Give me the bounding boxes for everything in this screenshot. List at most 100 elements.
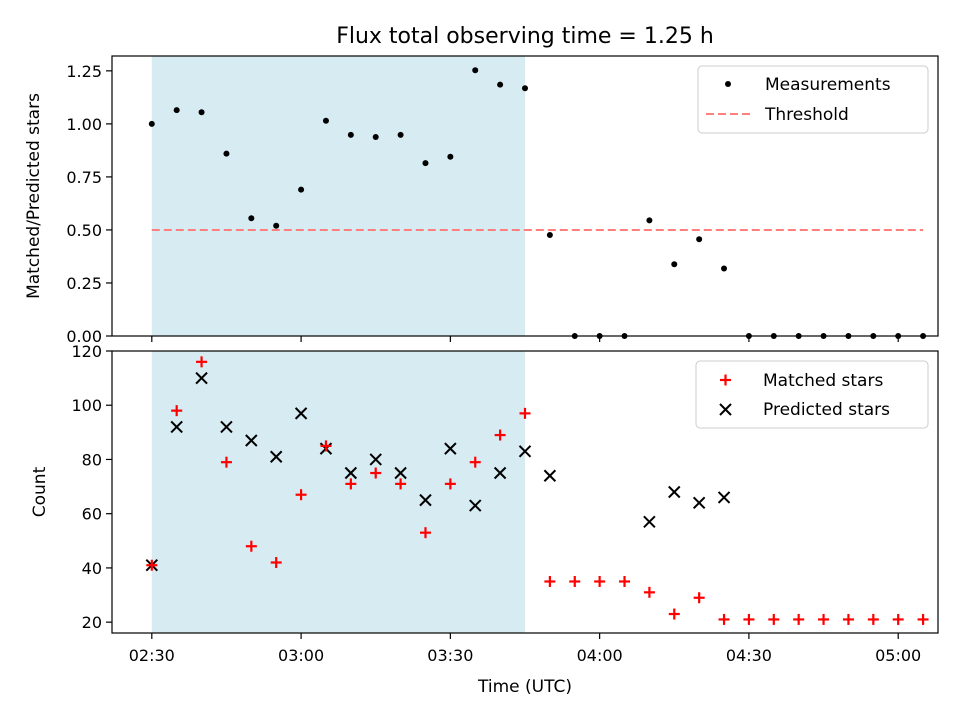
legend-predicted-symbol xyxy=(719,403,732,416)
bottom-y-tick-label: 60 xyxy=(82,505,102,524)
matched-stars-point xyxy=(494,429,506,441)
measurement-point xyxy=(198,109,205,116)
bottom-y-tick-label: 20 xyxy=(82,613,102,632)
matched-stars-point xyxy=(419,527,431,539)
bottom-legend-box xyxy=(695,360,929,429)
matched-stars-point xyxy=(718,613,730,625)
legend-threshold-label: Threshold xyxy=(764,105,849,125)
measurement-point xyxy=(497,81,504,88)
matched-stars-point xyxy=(469,456,481,468)
top-y-tick-label: 0.00 xyxy=(66,327,102,346)
bottom-x-ticks: 02:30 03:00 03:30 04:00 04:30 05:00 xyxy=(129,633,921,665)
predicted-stars-point xyxy=(220,420,233,434)
top-marks xyxy=(148,67,927,339)
matched-stars-point xyxy=(867,613,879,625)
x-tick-label: 04:30 xyxy=(726,646,772,665)
bottom-axes-frame xyxy=(111,350,939,634)
bottom-highlight-span xyxy=(151,351,525,633)
predicted-stars-point xyxy=(692,496,706,510)
measurement-point xyxy=(397,131,404,138)
bottom-y-ticks: 20 40 60 80 100 120 xyxy=(71,342,112,632)
legend-measurements-symbol xyxy=(725,81,731,87)
matched-stars-point xyxy=(519,407,531,419)
measurement-point xyxy=(322,117,329,124)
measurement-point xyxy=(546,232,553,239)
measurement-point xyxy=(472,67,479,74)
top-y-tick-label: 0.25 xyxy=(66,274,102,293)
matched-stars-point xyxy=(693,592,705,604)
x-tick-label: 03:00 xyxy=(278,646,324,665)
predicted-stars-point xyxy=(493,466,507,480)
matched-stars-point xyxy=(345,478,357,490)
top-y-tick-label: 0.50 xyxy=(66,221,102,240)
predicted-stars-point xyxy=(245,434,258,447)
matched-stars-point xyxy=(146,559,158,571)
matched-stars-point xyxy=(395,478,407,490)
matched-stars-point xyxy=(793,613,805,625)
measurement-point xyxy=(248,215,255,222)
top-y-tick-label: 1.25 xyxy=(66,62,102,81)
matched-stars-point xyxy=(842,613,854,625)
chart-title: Flux total observing time = 1.25 h xyxy=(336,24,714,49)
legend-predicted-label: Predicted stars xyxy=(763,400,890,420)
matched-stars-point xyxy=(544,575,556,587)
predicted-stars-point xyxy=(394,466,407,480)
x-tick-label: 02:30 xyxy=(129,646,175,665)
matched-stars-point xyxy=(743,613,755,625)
matched-stars-point xyxy=(295,489,307,501)
matched-stars-point xyxy=(220,456,232,468)
x-tick-label: 03:30 xyxy=(427,646,473,665)
measurement-point xyxy=(173,107,180,114)
measurement-point xyxy=(696,236,703,243)
top-legend: Measurements Threshold xyxy=(697,65,929,134)
measurement-point xyxy=(372,134,379,141)
matched-stars-point xyxy=(619,575,631,587)
predicted-stars-point xyxy=(444,442,457,455)
measurement-point xyxy=(148,120,155,127)
matched-stars-point xyxy=(320,440,332,452)
predicted-stars-point xyxy=(419,493,432,507)
predicted-stars-point xyxy=(668,485,681,499)
top-panel: 0.00 0.25 0.50 0.75 1.00 1.25 Flux total obse… xyxy=(24,24,939,346)
bottom-marks xyxy=(145,356,929,625)
top-legend-box xyxy=(697,65,929,134)
matched-stars-point xyxy=(245,540,257,552)
matched-stars-point xyxy=(892,613,904,625)
measurement-point xyxy=(422,160,429,167)
bottom-y-axis-label: Count xyxy=(30,466,50,517)
predicted-stars-point xyxy=(170,420,183,434)
top-y-ticks: 0.00 0.25 0.50 0.75 1.00 1.25 xyxy=(66,62,112,346)
legend-matched-label: Matched stars xyxy=(763,371,883,391)
bottom-y-tick-label: 120 xyxy=(71,342,102,361)
top-y-tick-label: 0.75 xyxy=(66,168,102,187)
predicted-stars-point xyxy=(543,469,557,482)
bottom-y-tick-label: 40 xyxy=(82,559,102,578)
measurement-point xyxy=(223,150,230,157)
measurement-point xyxy=(522,85,528,92)
legend-measurements-label: Measurements xyxy=(765,75,891,95)
matched-stars-point xyxy=(594,575,606,587)
bottom-panel: 20 40 60 80 100 120 02:30 03:00 03:30 04:00 04:30… xyxy=(30,342,939,697)
predicted-stars-point xyxy=(369,453,382,466)
x-tick-label: 04:00 xyxy=(577,646,623,665)
top-axes-frame xyxy=(111,55,939,337)
matched-stars-point xyxy=(444,478,456,490)
matched-stars-point xyxy=(171,405,183,417)
predicted-stars-point xyxy=(344,466,358,480)
predicted-stars-point xyxy=(518,445,532,458)
measurement-point xyxy=(721,265,728,272)
predicted-stars-point xyxy=(195,371,208,385)
bottom-y-tick-label: 80 xyxy=(82,450,102,469)
predicted-stars-point xyxy=(469,499,482,512)
matched-stars-point xyxy=(818,613,830,625)
matched-stars-point xyxy=(768,613,780,625)
matched-stars-point xyxy=(196,356,208,368)
measurement-point xyxy=(447,153,454,160)
x-tick-label: 05:00 xyxy=(875,646,921,665)
matched-stars-point xyxy=(569,575,581,587)
legend-matched-symbol xyxy=(720,374,731,386)
top-y-tick-label: 1.00 xyxy=(66,115,102,134)
matched-stars-point xyxy=(370,467,382,479)
